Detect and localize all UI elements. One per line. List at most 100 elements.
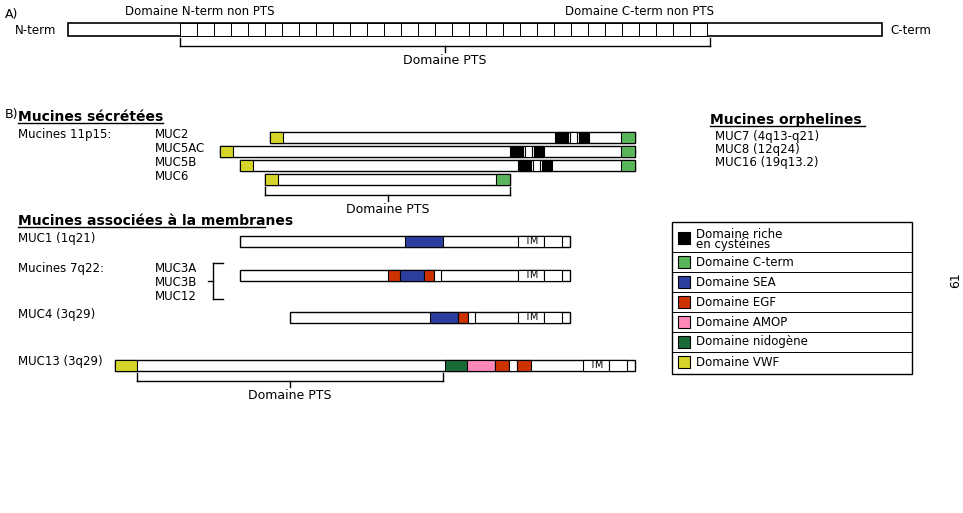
Bar bbox=[424, 270, 434, 281]
Bar bbox=[555, 132, 568, 143]
Bar bbox=[678, 256, 690, 268]
Text: Domaine EGF: Domaine EGF bbox=[696, 295, 776, 308]
Text: Domaine PTS: Domaine PTS bbox=[248, 389, 331, 402]
Text: Mucines associées à la membranes: Mucines associées à la membranes bbox=[18, 214, 293, 228]
Text: TM: TM bbox=[524, 312, 538, 323]
Bar bbox=[240, 236, 570, 247]
Bar bbox=[690, 23, 707, 36]
Text: Mucines 7q22:: Mucines 7q22: bbox=[18, 262, 104, 275]
Bar bbox=[503, 23, 520, 36]
Bar bbox=[220, 146, 233, 157]
Bar bbox=[518, 160, 531, 171]
Bar bbox=[544, 236, 562, 247]
Bar bbox=[678, 356, 690, 368]
Bar bbox=[533, 160, 540, 171]
Bar bbox=[333, 23, 350, 36]
Bar bbox=[621, 160, 635, 171]
Bar bbox=[672, 222, 912, 374]
Text: Domaine N-term non PTS: Domaine N-term non PTS bbox=[125, 5, 274, 18]
Bar bbox=[430, 312, 458, 323]
Bar bbox=[544, 312, 562, 323]
Bar bbox=[518, 236, 544, 247]
Bar bbox=[639, 23, 656, 36]
Text: MUC13 (3q29): MUC13 (3q29) bbox=[18, 355, 103, 368]
Bar bbox=[678, 316, 690, 328]
Bar bbox=[265, 174, 278, 185]
Text: Mucines sécrétées: Mucines sécrétées bbox=[18, 110, 164, 124]
Text: MUC2: MUC2 bbox=[155, 128, 190, 141]
Bar bbox=[583, 360, 609, 371]
Text: MUC5AC: MUC5AC bbox=[155, 142, 205, 155]
Bar bbox=[570, 132, 577, 143]
Text: TM: TM bbox=[524, 270, 538, 281]
Bar bbox=[240, 160, 635, 171]
Bar bbox=[458, 312, 468, 323]
Bar bbox=[248, 23, 265, 36]
Text: Domaine VWF: Domaine VWF bbox=[696, 356, 779, 368]
Text: Domaine C-term non PTS: Domaine C-term non PTS bbox=[565, 5, 714, 18]
Bar bbox=[656, 23, 673, 36]
Text: B): B) bbox=[5, 108, 18, 121]
Text: MUC6: MUC6 bbox=[155, 170, 190, 183]
Bar bbox=[678, 296, 690, 308]
Text: Mucines 11p15:: Mucines 11p15: bbox=[18, 128, 112, 141]
Bar bbox=[115, 360, 137, 371]
Text: N-term: N-term bbox=[15, 24, 57, 36]
Text: Domaine riche: Domaine riche bbox=[696, 228, 782, 241]
Bar bbox=[542, 160, 552, 171]
Text: en cystéines: en cystéines bbox=[696, 238, 770, 251]
Bar bbox=[400, 270, 424, 281]
Bar bbox=[418, 23, 435, 36]
Bar bbox=[467, 360, 495, 371]
Text: A): A) bbox=[5, 8, 18, 21]
Text: Mucines orphelines: Mucines orphelines bbox=[710, 113, 862, 127]
Bar bbox=[509, 360, 517, 371]
Bar bbox=[367, 23, 384, 36]
Bar bbox=[678, 336, 690, 348]
Bar bbox=[435, 23, 452, 36]
Bar bbox=[571, 23, 588, 36]
Bar bbox=[518, 270, 544, 281]
Text: MUC7 (4q13-q21): MUC7 (4q13-q21) bbox=[715, 130, 820, 143]
Bar bbox=[197, 23, 214, 36]
Bar bbox=[579, 132, 589, 143]
Text: Domaine AMOP: Domaine AMOP bbox=[696, 315, 787, 328]
Bar bbox=[622, 23, 639, 36]
Text: C-term: C-term bbox=[890, 24, 931, 36]
Bar bbox=[452, 23, 469, 36]
Bar bbox=[468, 312, 475, 323]
Bar bbox=[282, 23, 299, 36]
Bar bbox=[621, 146, 635, 157]
Text: MUC12: MUC12 bbox=[155, 290, 196, 303]
Bar bbox=[609, 360, 627, 371]
Bar bbox=[673, 23, 690, 36]
Bar bbox=[554, 23, 571, 36]
Text: Domaine C-term: Domaine C-term bbox=[696, 255, 794, 268]
Text: 61: 61 bbox=[950, 272, 962, 288]
Bar bbox=[270, 132, 283, 143]
Text: Domaine PTS: Domaine PTS bbox=[346, 203, 429, 216]
Bar bbox=[290, 312, 570, 323]
Bar bbox=[231, 23, 248, 36]
Bar bbox=[214, 23, 231, 36]
Bar bbox=[384, 23, 401, 36]
Text: TM: TM bbox=[588, 361, 603, 370]
Text: MUC3A: MUC3A bbox=[155, 262, 197, 275]
Text: Domaine PTS: Domaine PTS bbox=[403, 54, 486, 67]
Bar bbox=[220, 146, 635, 157]
Bar bbox=[265, 23, 282, 36]
Bar bbox=[496, 174, 510, 185]
Bar bbox=[401, 23, 418, 36]
Bar bbox=[265, 174, 510, 185]
Text: MUC8 (12q24): MUC8 (12q24) bbox=[715, 143, 799, 156]
Bar bbox=[68, 23, 882, 36]
Bar bbox=[518, 312, 544, 323]
Text: MUC1 (1q21): MUC1 (1q21) bbox=[18, 232, 95, 245]
Bar bbox=[405, 236, 443, 247]
Text: MUC5B: MUC5B bbox=[155, 156, 197, 169]
Bar bbox=[510, 146, 523, 157]
Bar bbox=[350, 23, 367, 36]
Bar bbox=[486, 23, 503, 36]
Text: MUC4 (3q29): MUC4 (3q29) bbox=[18, 308, 95, 321]
Text: MUC3B: MUC3B bbox=[155, 276, 197, 289]
